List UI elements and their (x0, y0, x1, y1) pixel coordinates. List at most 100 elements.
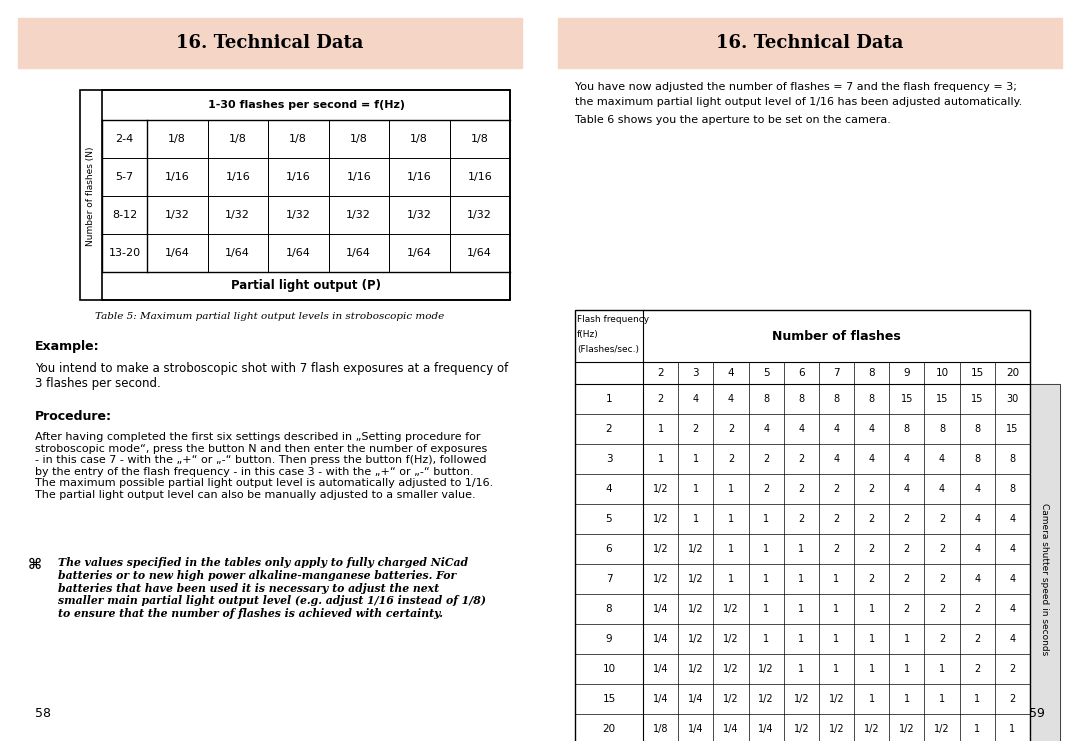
Text: 1/2: 1/2 (794, 694, 809, 704)
Text: 2: 2 (939, 604, 945, 614)
Text: 4: 4 (904, 454, 910, 464)
Text: 4: 4 (974, 484, 981, 494)
Text: 15: 15 (936, 394, 948, 404)
Text: 8: 8 (904, 424, 910, 434)
Text: 15: 15 (971, 394, 984, 404)
Text: Table 5: Maximum partial light output levels in stroboscopic mode: Table 5: Maximum partial light output le… (95, 312, 445, 321)
Text: 2: 2 (762, 484, 769, 494)
Text: Number of flashes: Number of flashes (772, 330, 901, 342)
Text: 2: 2 (868, 574, 875, 584)
Text: 15: 15 (901, 394, 913, 404)
Text: 2: 2 (939, 544, 945, 554)
Text: 1: 1 (658, 454, 663, 464)
Text: 2: 2 (762, 454, 769, 464)
Text: 1/2: 1/2 (828, 724, 845, 734)
Text: 7: 7 (606, 574, 612, 584)
Text: 4: 4 (764, 424, 769, 434)
Text: Example:: Example: (35, 340, 99, 353)
Text: 1/8: 1/8 (168, 134, 186, 144)
Text: 1: 1 (692, 514, 699, 524)
Text: 4: 4 (974, 514, 981, 524)
Text: 1: 1 (764, 634, 769, 644)
Text: 1/2: 1/2 (828, 694, 845, 704)
Text: 4: 4 (939, 484, 945, 494)
Text: 1: 1 (798, 634, 805, 644)
Text: 2: 2 (834, 514, 839, 524)
Text: 1/2: 1/2 (688, 544, 703, 554)
Text: 1: 1 (728, 484, 734, 494)
Text: 3: 3 (692, 368, 699, 378)
Text: 1/8: 1/8 (350, 134, 367, 144)
Text: 1: 1 (904, 664, 910, 674)
Text: 4: 4 (1010, 544, 1015, 554)
Text: 1/4: 1/4 (652, 634, 669, 644)
Text: 1/2: 1/2 (688, 634, 703, 644)
Text: 4: 4 (868, 424, 875, 434)
Text: 1: 1 (798, 604, 805, 614)
Text: 2: 2 (868, 544, 875, 554)
Text: 1/2: 1/2 (758, 694, 774, 704)
Text: 59: 59 (1029, 707, 1045, 720)
Text: 1/2: 1/2 (652, 544, 669, 554)
Text: 2: 2 (658, 368, 664, 378)
Text: 2: 2 (798, 484, 805, 494)
Text: 4: 4 (798, 424, 805, 434)
Text: 2-4: 2-4 (116, 134, 134, 144)
Text: 4: 4 (1010, 574, 1015, 584)
Text: 1: 1 (764, 574, 769, 584)
Text: 1: 1 (728, 544, 734, 554)
Text: 8: 8 (974, 454, 981, 464)
Text: 8: 8 (1010, 454, 1015, 464)
Text: 8: 8 (798, 394, 805, 404)
Text: 1/2: 1/2 (724, 604, 739, 614)
Text: 4: 4 (974, 544, 981, 554)
Text: 1/32: 1/32 (165, 210, 190, 220)
Text: 8: 8 (868, 368, 875, 378)
Text: 1: 1 (834, 664, 839, 674)
Text: 2: 2 (606, 424, 612, 434)
Text: 2: 2 (692, 424, 699, 434)
Text: Procedure:: Procedure: (35, 410, 112, 423)
Text: 2: 2 (974, 634, 981, 644)
Text: 5-7: 5-7 (116, 172, 134, 182)
Text: 1/4: 1/4 (652, 694, 669, 704)
Text: 1/4: 1/4 (652, 664, 669, 674)
Text: 1/32: 1/32 (286, 210, 311, 220)
Text: 4: 4 (834, 454, 839, 464)
Text: 1/8: 1/8 (410, 134, 428, 144)
Text: 1: 1 (974, 724, 981, 734)
Text: 2: 2 (728, 424, 734, 434)
Text: 4: 4 (974, 574, 981, 584)
Text: 2: 2 (868, 514, 875, 524)
Text: 8: 8 (606, 604, 612, 614)
Text: 1/16: 1/16 (165, 172, 190, 182)
Text: 1: 1 (939, 694, 945, 704)
Bar (80, 90, 510, 300)
Text: 9: 9 (904, 368, 910, 378)
Text: Flash frequency: Flash frequency (577, 315, 649, 324)
Text: (Flashes/sec.): (Flashes/sec.) (577, 345, 639, 354)
Text: 2: 2 (868, 484, 875, 494)
Text: 2: 2 (904, 544, 910, 554)
Text: 1: 1 (904, 634, 910, 644)
Bar (558, 18, 1062, 68)
Text: 1: 1 (764, 544, 769, 554)
Text: 20: 20 (603, 724, 616, 734)
Text: 5: 5 (762, 368, 769, 378)
Text: 1/32: 1/32 (347, 210, 372, 220)
Text: 1/2: 1/2 (724, 634, 739, 644)
Text: Camera shutter speed in seconds: Camera shutter speed in seconds (1040, 503, 1050, 655)
Text: 1/4: 1/4 (652, 604, 669, 614)
Text: 8: 8 (834, 394, 839, 404)
Text: 1: 1 (904, 694, 910, 704)
Text: 8: 8 (868, 394, 875, 404)
Text: 10: 10 (603, 664, 616, 674)
Text: 1/2: 1/2 (899, 724, 915, 734)
Text: 1: 1 (798, 574, 805, 584)
Text: 1: 1 (658, 424, 663, 434)
Text: 1: 1 (692, 484, 699, 494)
Text: f(Hz): f(Hz) (577, 330, 598, 339)
Text: 1/32: 1/32 (407, 210, 432, 220)
Text: 8-12: 8-12 (112, 210, 137, 220)
Text: 8: 8 (764, 394, 769, 404)
